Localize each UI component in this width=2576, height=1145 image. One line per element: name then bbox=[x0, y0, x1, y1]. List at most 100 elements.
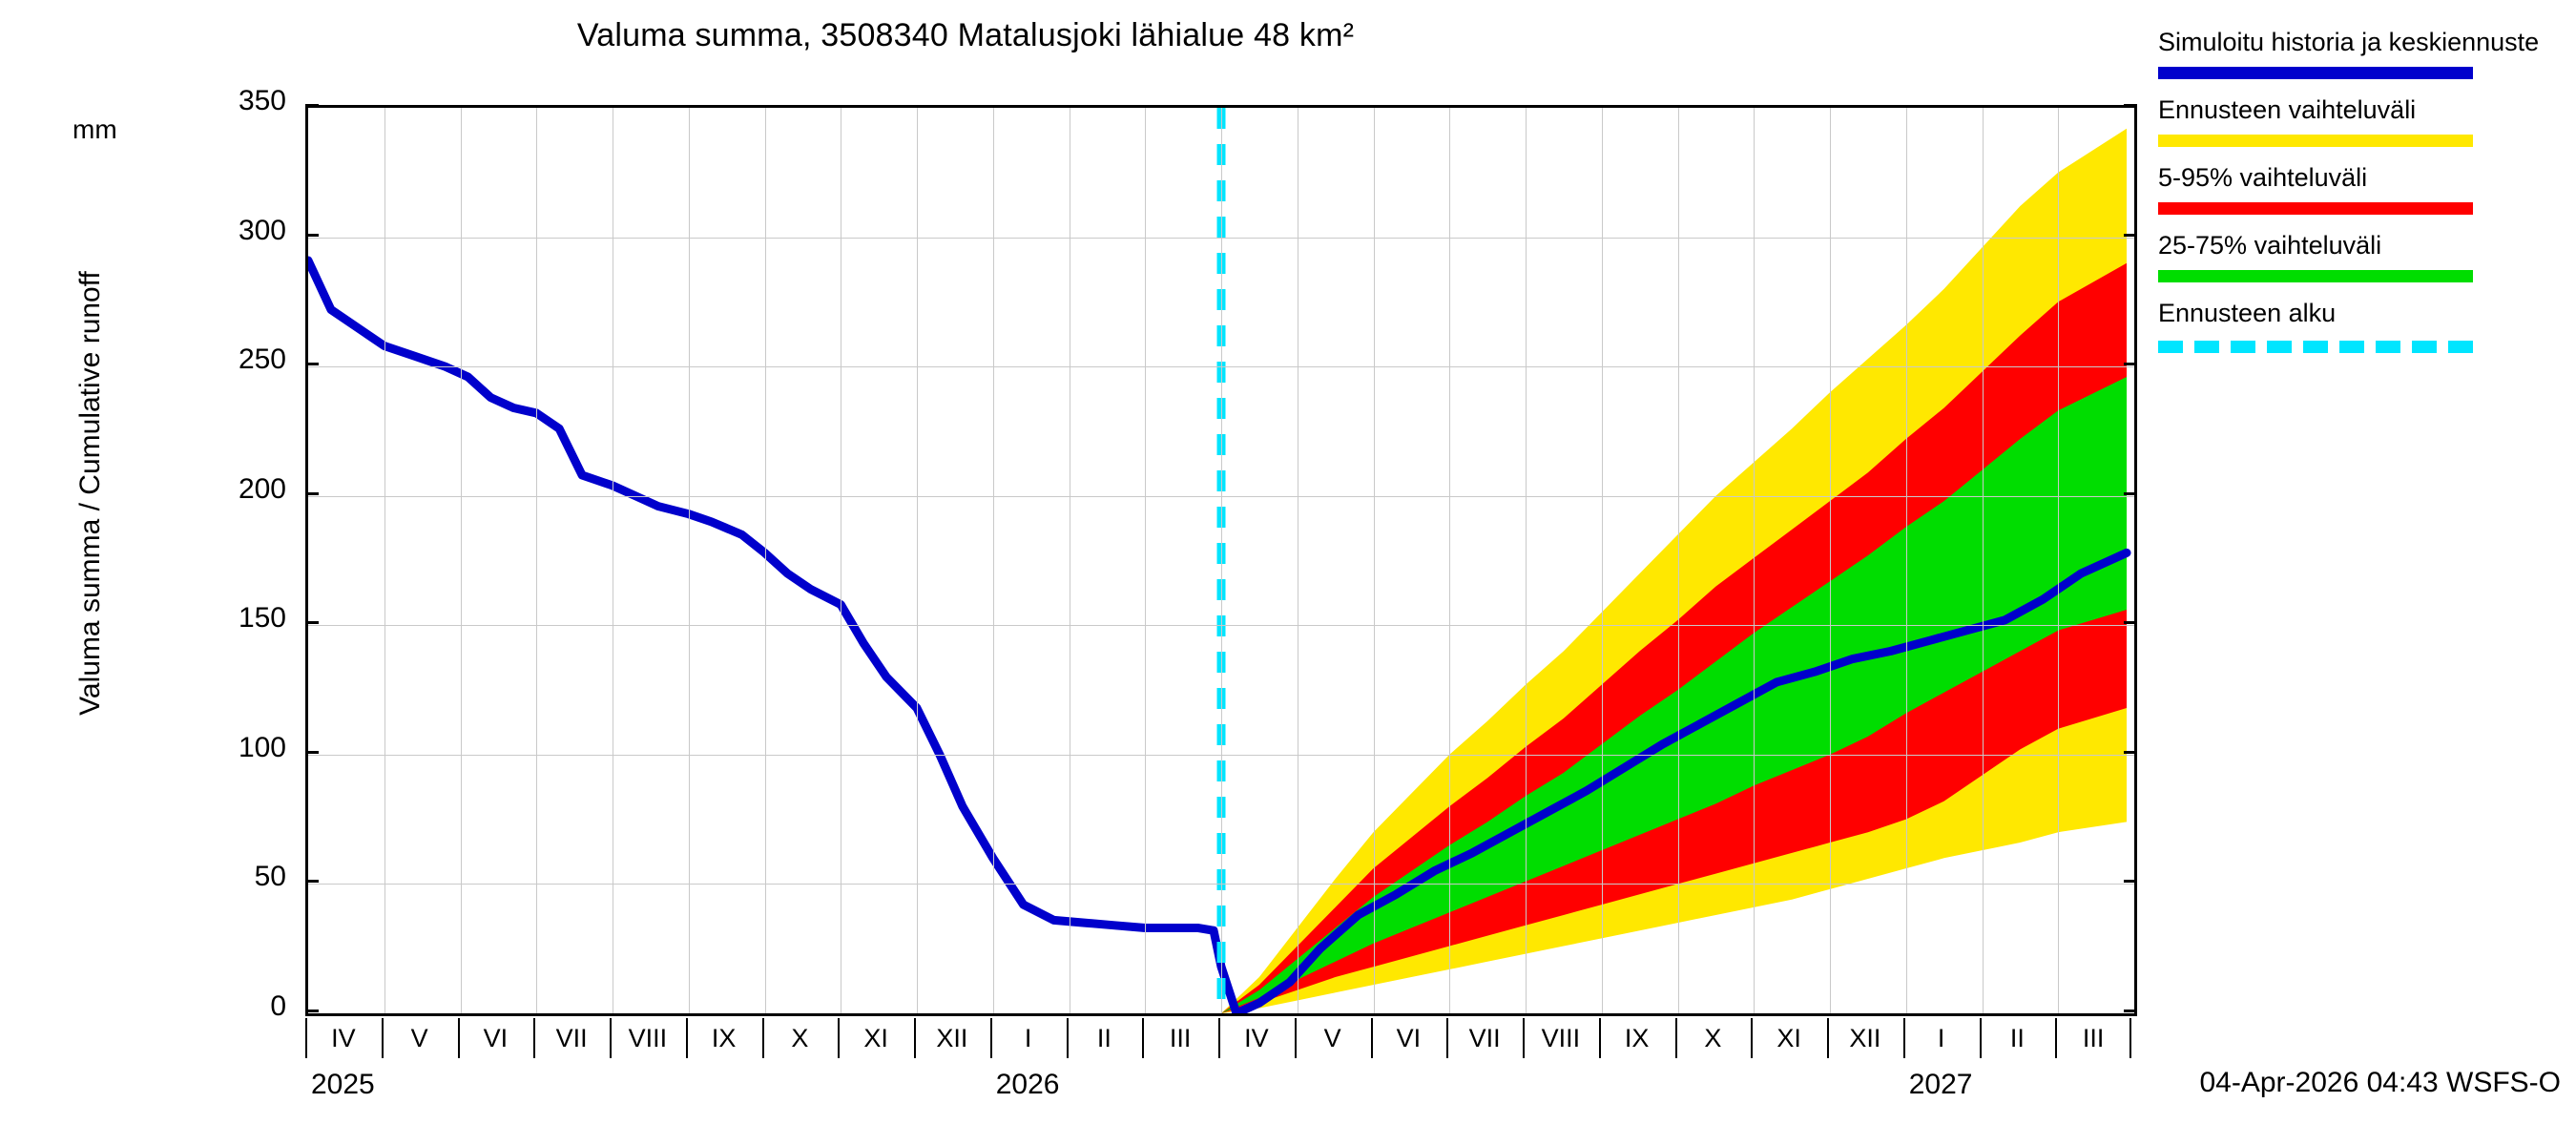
month-separator bbox=[1827, 1018, 1829, 1058]
x-gridline bbox=[1601, 108, 1603, 1013]
month-separator bbox=[989, 1018, 992, 1058]
legend-label: 25-75% vaihteluväli bbox=[2158, 231, 2382, 260]
legend-item: Ennusteen vaihteluväli bbox=[2158, 94, 2576, 147]
month-separator bbox=[457, 1018, 460, 1058]
x-gridline bbox=[1373, 108, 1375, 1013]
month-tick-label: VII bbox=[1468, 1024, 1501, 1052]
month-separator bbox=[838, 1018, 841, 1058]
month-separator bbox=[381, 1018, 384, 1058]
legend-item: 5-95% vaihteluväli bbox=[2158, 162, 2576, 215]
year-label: 2025 bbox=[311, 1069, 375, 1100]
legend-label: Ennusteen alku bbox=[2158, 299, 2337, 327]
y-tick-label: 200 bbox=[238, 472, 286, 505]
x-gridline bbox=[1905, 108, 1907, 1013]
y-tick-label: 0 bbox=[270, 990, 286, 1022]
x-gridline bbox=[764, 108, 766, 1013]
mean-forecast-line bbox=[308, 260, 2127, 1013]
month-separator bbox=[1446, 1018, 1449, 1058]
y-axis-label: Valuma summa / Cumulative runoff bbox=[74, 271, 106, 716]
legend-label: 5-95% vaihteluväli bbox=[2158, 163, 2368, 192]
y-tick-mark-right bbox=[2124, 491, 2137, 495]
month-separator bbox=[533, 1018, 536, 1058]
x-gridline bbox=[536, 108, 538, 1013]
month-tick-label: VIII bbox=[628, 1024, 668, 1052]
month-tick-label: XII bbox=[1849, 1024, 1881, 1052]
y-tick-mark-left bbox=[305, 750, 319, 754]
legend-label: Simuloitu historia ja keskiennuste bbox=[2158, 28, 2540, 56]
legend-item: 25-75% vaihteluväli bbox=[2158, 230, 2576, 282]
x-gridline bbox=[1145, 108, 1147, 1013]
forecast-band bbox=[1221, 262, 2128, 1013]
month-tick-label: VII bbox=[555, 1024, 588, 1052]
y-tick-mark-right bbox=[2124, 1010, 2137, 1012]
y-tick-label: 300 bbox=[238, 214, 286, 246]
y-tick-mark-left bbox=[305, 880, 319, 884]
x-gridline bbox=[917, 108, 918, 1013]
y-tick-label: 100 bbox=[238, 731, 286, 763]
x-gridline bbox=[1754, 108, 1755, 1013]
x-gridline bbox=[1221, 108, 1222, 1013]
month-separator bbox=[2055, 1018, 2058, 1058]
y-tick-mark-left bbox=[305, 1010, 319, 1012]
y-tick-mark-right bbox=[2124, 880, 2137, 884]
month-tick-label: XI bbox=[1776, 1024, 1801, 1052]
y-tick-mark-left bbox=[305, 491, 319, 495]
y-tick-mark-left bbox=[305, 104, 319, 107]
month-separator bbox=[610, 1018, 612, 1058]
legend-swatch bbox=[2158, 270, 2473, 282]
month-axis: IV V VI VII VIII IX X XI XII I II III IV V VI VII VIII IX… bbox=[305, 1016, 2137, 1060]
month-tick-label: I bbox=[1024, 1024, 1032, 1052]
month-tick-label: VI bbox=[483, 1024, 509, 1052]
x-gridline bbox=[1526, 108, 1527, 1013]
x-gridline bbox=[688, 108, 690, 1013]
chart-canvas bbox=[308, 108, 2134, 1013]
y-tick-mark-left bbox=[305, 363, 319, 366]
y-tick-label: 350 bbox=[238, 85, 286, 116]
x-gridline bbox=[1830, 108, 1831, 1013]
month-tick-label: XI bbox=[863, 1024, 888, 1052]
x-gridline bbox=[1449, 108, 1451, 1013]
plot-area bbox=[305, 105, 2137, 1016]
y-tick-label: 50 bbox=[254, 861, 286, 893]
x-gridline bbox=[384, 108, 385, 1013]
legend-swatch bbox=[2158, 67, 2473, 79]
legend-swatch bbox=[2158, 202, 2473, 215]
month-separator bbox=[1294, 1018, 1297, 1058]
month-tick-label: IX bbox=[1624, 1024, 1650, 1052]
month-tick-label: VI bbox=[1396, 1024, 1422, 1052]
y-tick-mark-right bbox=[2124, 104, 2137, 107]
y-tick-mark-right bbox=[2124, 750, 2137, 754]
month-separator bbox=[1751, 1018, 1754, 1058]
month-separator bbox=[1523, 1018, 1525, 1058]
y-tick-mark-right bbox=[2124, 233, 2137, 237]
x-gridline bbox=[2058, 108, 2060, 1013]
legend-label: Ennusteen vaihteluväli bbox=[2158, 95, 2417, 124]
month-tick-label: IX bbox=[711, 1024, 737, 1052]
month-separator bbox=[914, 1018, 916, 1058]
x-gridline bbox=[1677, 108, 1679, 1013]
legend-swatch bbox=[2158, 341, 2473, 353]
month-tick-label: VIII bbox=[1541, 1024, 1581, 1052]
month-separator bbox=[1218, 1018, 1220, 1058]
x-gridline bbox=[1982, 108, 1984, 1013]
month-tick-label: III bbox=[1169, 1024, 1192, 1052]
month-separator bbox=[305, 1018, 307, 1058]
month-separator bbox=[1370, 1018, 1373, 1058]
year-label: 2027 bbox=[1908, 1069, 1973, 1100]
y-tick-mark-right bbox=[2124, 363, 2137, 366]
x-gridline bbox=[992, 108, 994, 1013]
year-label: 2026 bbox=[995, 1069, 1060, 1100]
forecast-band bbox=[1221, 376, 2128, 1013]
y-axis-unit: mm bbox=[73, 114, 117, 144]
month-separator bbox=[1142, 1018, 1145, 1058]
month-separator bbox=[1598, 1018, 1601, 1058]
y-tick-mark-left bbox=[305, 233, 319, 237]
month-separator bbox=[2129, 1018, 2131, 1058]
y-tick-label: 150 bbox=[238, 602, 286, 635]
month-tick-label: V bbox=[1323, 1024, 1341, 1052]
month-tick-label: XII bbox=[936, 1024, 968, 1052]
month-separator bbox=[1066, 1018, 1069, 1058]
x-gridline bbox=[460, 108, 462, 1013]
legend: Simuloitu historia ja keskiennuste Ennust… bbox=[2158, 27, 2576, 361]
